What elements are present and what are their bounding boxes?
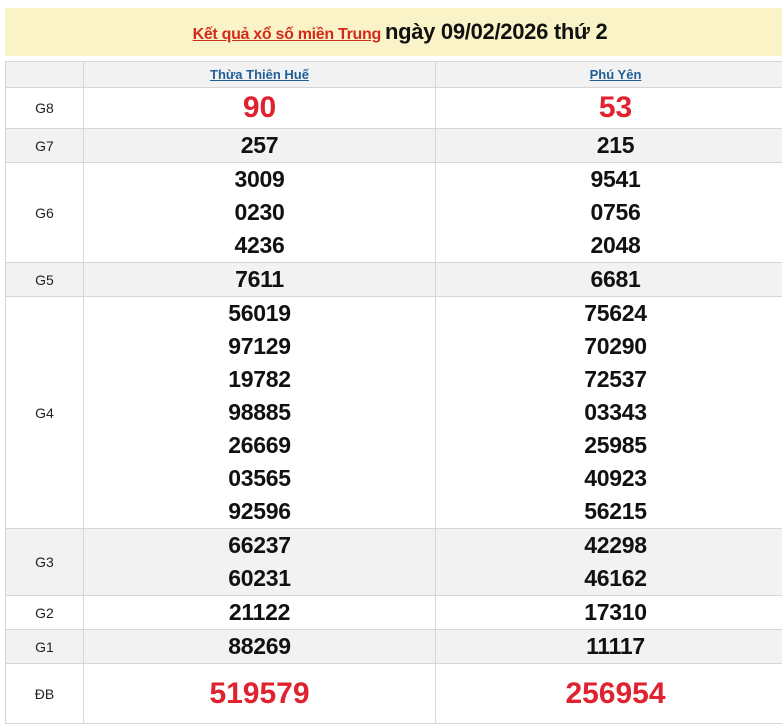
prize-label: G2 xyxy=(6,596,84,630)
prize-number: 46162 xyxy=(436,562,782,595)
prize-label: G4 xyxy=(6,297,84,529)
prize-number: 0756 xyxy=(436,196,782,229)
prize-number: 56019 xyxy=(84,297,435,330)
prize-cell-hue: 257 xyxy=(84,129,436,163)
prize-cell-phu-yen: 256954 xyxy=(436,664,782,724)
prize-number: 42298 xyxy=(436,529,782,562)
prize-number: 60231 xyxy=(84,562,435,595)
header-blank xyxy=(6,62,84,88)
prize-number: 03565 xyxy=(84,462,435,495)
province-link-phu-yen[interactable]: Phú Yên xyxy=(590,67,642,82)
prize-number: 56215 xyxy=(436,495,782,528)
prize-number: 519579 xyxy=(84,674,435,714)
prize-number: 215 xyxy=(436,129,782,162)
prize-number: 72537 xyxy=(436,363,782,396)
prize-number: 92596 xyxy=(84,495,435,528)
prize-label: G5 xyxy=(6,263,84,297)
prize-number: 3009 xyxy=(84,163,435,196)
prize-number: 256954 xyxy=(436,674,782,714)
results-date: ngày 09/02/2026 thứ 2 xyxy=(385,19,607,44)
prize-label: G6 xyxy=(6,163,84,263)
prize-number: 2048 xyxy=(436,229,782,262)
prize-cell-phu-yen: 53 xyxy=(436,88,782,129)
prize-number: 53 xyxy=(436,88,782,128)
prize-number: 25985 xyxy=(436,429,782,462)
prize-number: 40923 xyxy=(436,462,782,495)
prize-number: 66237 xyxy=(84,529,435,562)
prize-number: 19782 xyxy=(84,363,435,396)
prize-cell-phu-yen: 17310 xyxy=(436,596,782,630)
prize-cell-hue: 88269 xyxy=(84,630,436,664)
prize-number: 6681 xyxy=(436,263,782,296)
prize-cell-phu-yen: 215 xyxy=(436,129,782,163)
prize-cell-phu-yen: 6681 xyxy=(436,263,782,297)
prize-number: 7611 xyxy=(84,263,435,296)
prize-number: 70290 xyxy=(436,330,782,363)
prize-label: G1 xyxy=(6,630,84,664)
prize-number: 21122 xyxy=(84,596,435,629)
header-row: Thừa Thiên Huế Phú Yên xyxy=(6,62,782,88)
prize-number: 9541 xyxy=(436,163,782,196)
prize-number: 4236 xyxy=(84,229,435,262)
prize-number: 0230 xyxy=(84,196,435,229)
prize-label: G8 xyxy=(6,88,84,129)
prize-cell-hue: 21122 xyxy=(84,596,436,630)
prize-number: 75624 xyxy=(436,297,782,330)
prize-number: 97129 xyxy=(84,330,435,363)
prize-number: 17310 xyxy=(436,596,782,629)
prize-label: G7 xyxy=(6,129,84,163)
prize-cell-hue: 90 xyxy=(84,88,436,129)
province-link-hue[interactable]: Thừa Thiên Huế xyxy=(210,67,309,82)
prize-label: G3 xyxy=(6,529,84,596)
prize-cell-hue: 519579 xyxy=(84,664,436,724)
prize-number: 90 xyxy=(84,88,435,128)
prize-number: 88269 xyxy=(84,630,435,663)
prize-cell-phu-yen: 11117 xyxy=(436,630,782,664)
region-results-link[interactable]: Kết quả xổ số miền Trung xyxy=(193,26,381,43)
prize-number: 98885 xyxy=(84,396,435,429)
prize-cell-hue: 7611 xyxy=(84,263,436,297)
prize-number: 11117 xyxy=(436,630,782,663)
prize-number: 03343 xyxy=(436,396,782,429)
prize-number: 257 xyxy=(84,129,435,162)
prize-label: ĐB xyxy=(6,664,84,724)
prize-number: 26669 xyxy=(84,429,435,462)
